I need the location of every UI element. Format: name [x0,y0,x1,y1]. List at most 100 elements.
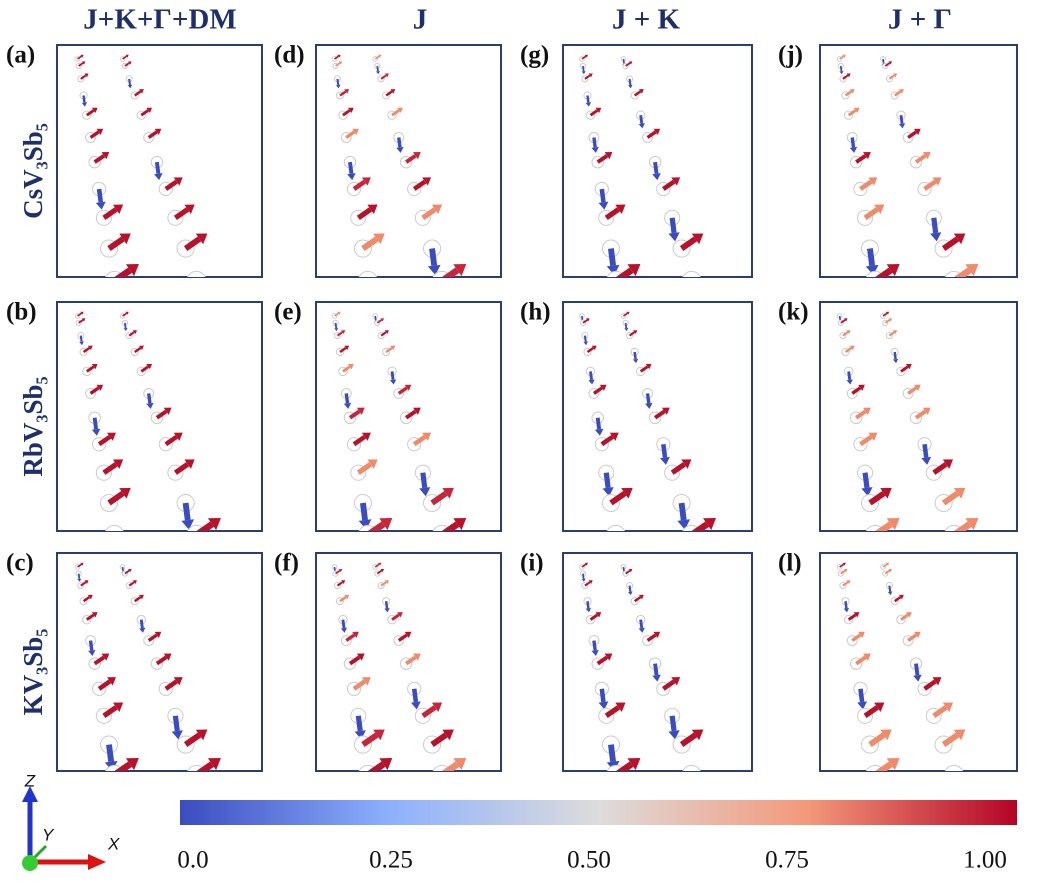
spin-arrow [884,62,891,67]
spin-arrow-head [906,363,912,370]
spin-arrow-head [384,608,390,613]
spin-arrow [624,322,628,329]
spin-chain [836,54,979,277]
spin-arrow [334,312,339,317]
spin-arrow [669,217,677,234]
spin-arrow [107,490,125,506]
spin-arrow [86,109,95,117]
spin-arrow [348,161,354,174]
spin-arrow [361,236,379,251]
spin-arrow [360,502,368,521]
spin-arrow-head [77,578,82,582]
spin-arrow [599,688,606,703]
spin-arrow-head [380,318,385,322]
spin-arrow [93,154,106,164]
spin-arrow [134,596,142,603]
spin-arrow-head [154,631,162,639]
spin-arrow [855,655,867,666]
spin-arrow [124,569,130,575]
spin-arrow [361,732,379,748]
spin-arrow-head [585,102,592,107]
spin-arrow [352,434,367,447]
spin-arrow [114,535,116,554]
spin-arrow [380,331,387,337]
spin-arrow-head [81,318,86,322]
spin-arrow-head [107,432,116,441]
spin-arrow-head [874,702,885,712]
spin-arrow-head [356,407,365,415]
spin-arrow [868,732,886,748]
spin-arrow [97,679,112,691]
spin-arrow-head [668,232,680,242]
spin-arrow-head [431,702,443,712]
spin-arrow-head [125,54,129,58]
spin-arrow [884,569,891,575]
spin-arrow-head [352,631,359,639]
spin-arrow-head [893,330,898,335]
spin-arrow [639,619,644,629]
z-label: Z [24,771,36,790]
spin-arrow [842,581,849,587]
spin-arrow [941,490,960,506]
spin-arrow [679,732,698,748]
spin-arrow-head [965,264,979,277]
panel-label: (i) [520,550,544,577]
spin-arrow [430,490,448,506]
spin-arrow [847,613,857,621]
panel-label: (b) [6,299,37,326]
panel-label: (e) [274,299,302,326]
spin-arrow [941,236,960,251]
spin-arrow [86,365,95,373]
spin-arrow-head [691,233,704,245]
spin-arrow-head [163,653,172,661]
atom [187,270,206,277]
spin-arrow [102,207,118,220]
spin-arrow-head [888,568,892,573]
spin-arrow [367,761,386,771]
spin-arrow-head [195,729,208,741]
spin-arrow [368,281,370,300]
spin-arrow [77,573,81,579]
spin-arrow [412,179,427,191]
y-label: Y [42,825,55,844]
spin-arrow [344,393,350,404]
spin-arrow-head [128,568,132,573]
spin-arrow-head [181,519,195,530]
spin-arrow [584,74,591,80]
spin-arrow-head [404,631,412,639]
spin-arrow [121,566,125,572]
spin-arrow-head [586,318,590,322]
spin-arrow [645,393,651,404]
spin-arrow-head [146,363,153,370]
spin-arrow [97,434,112,447]
spin-arrow-head [653,631,661,639]
spin-arrow [888,331,895,337]
spin-arrow-head [139,345,144,351]
spin-arrow [851,633,862,642]
spin-arrow-head [913,674,922,682]
spin-arrow-head [660,456,670,465]
spin-arrow-head [880,487,892,499]
spin-arrow [334,55,339,60]
spin-arrow [893,90,902,97]
spin-arrow [405,655,417,666]
spin-arrow-head [335,84,341,89]
spin-arrow [633,351,637,360]
colorbar-tick-label: 0.75 [765,847,809,874]
spin-chain [579,311,716,531]
spin-arrow-head [173,177,183,186]
spin-arrow-head [842,54,846,58]
spin-arrow-head [914,631,921,639]
spin-arrow [842,331,849,337]
spin-arrow-head [91,428,101,436]
spin-arrow [384,601,389,609]
spin-arrow-head [615,204,626,215]
spin-arrow [342,365,351,373]
spin-arrow-head [609,432,619,441]
spin-arrow [855,409,867,420]
spin-arrow [670,462,686,475]
spin-arrow-head [868,177,878,186]
spin-arrow [847,109,857,117]
spin-arrow [367,521,386,531]
